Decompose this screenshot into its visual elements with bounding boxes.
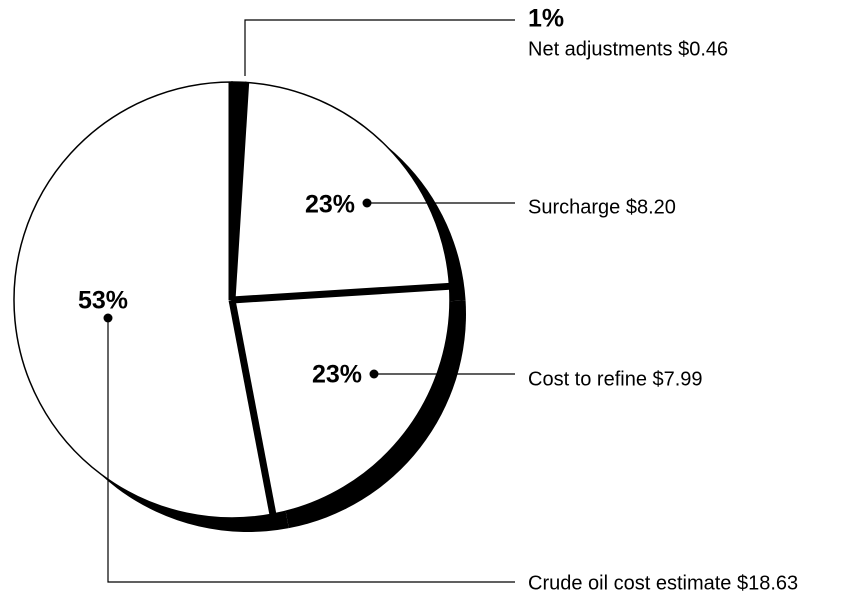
slice [231, 81, 451, 301]
slice-divider [228, 82, 250, 301]
percent-label: 1% [528, 5, 564, 33]
percent-label: 23% [305, 191, 355, 219]
percent-label: 53% [78, 287, 128, 315]
category-label: Surcharge $8.20 [528, 196, 676, 218]
leader-dot [362, 198, 372, 208]
slice-divider [231, 282, 450, 304]
category-label: Crude oil cost estimate $18.63 [528, 572, 798, 594]
category-label: Cost to refine $7.99 [528, 368, 703, 390]
percent-label: 23% [312, 361, 362, 389]
leader-dot [103, 313, 113, 323]
slice [231, 285, 451, 516]
slice-divider [228, 299, 277, 515]
slice [13, 81, 274, 519]
category-label: Net adjustments $0.46 [528, 38, 728, 60]
leader-dot [369, 369, 379, 379]
leader-line [244, 19, 515, 76]
leader-line [107, 318, 515, 583]
